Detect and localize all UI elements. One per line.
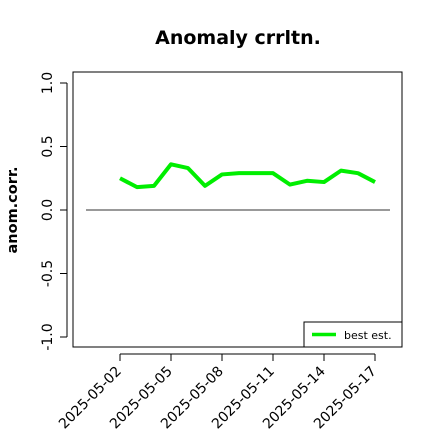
legend: best est.: [303, 321, 403, 348]
y-tick-label: -0.5: [40, 260, 56, 287]
legend-label-best-est: best est.: [344, 329, 392, 342]
y-axis: -1.0 -0.5 0.0 0.5 1.0: [40, 72, 68, 351]
y-tick-label: 0.5: [40, 135, 56, 157]
plot-area: [72, 71, 403, 348]
series-layer: [119, 162, 376, 190]
y-tick-label: -1.0: [40, 323, 56, 350]
y-axis-label: anom.corr.: [5, 167, 21, 254]
series-line-0: [119, 162, 376, 190]
y-tick-label: 0.0: [40, 199, 56, 221]
y-tick-label: 1.0: [40, 72, 56, 94]
x-axis: 2025-05-022025-05-052025-05-082025-05-11…: [56, 353, 380, 432]
chart-title: Anomaly crrltn.: [155, 27, 321, 49]
